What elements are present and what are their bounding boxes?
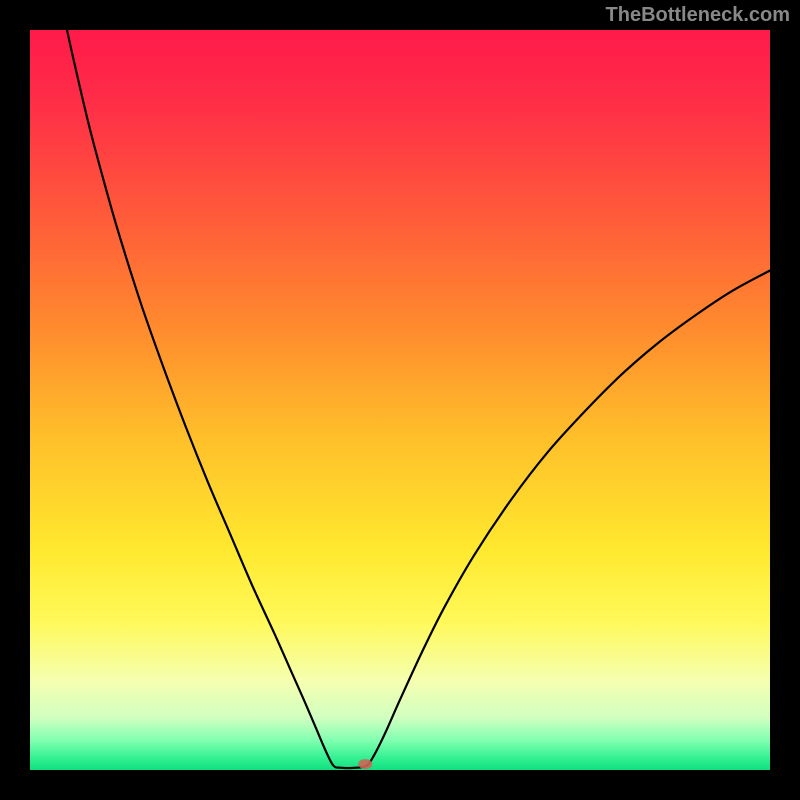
bottleneck-chart: TheBottleneck.com <box>0 0 800 800</box>
minimum-marker <box>358 759 372 769</box>
plot-background <box>30 30 770 770</box>
chart-svg <box>0 0 800 800</box>
watermark-text: TheBottleneck.com <box>606 4 790 27</box>
